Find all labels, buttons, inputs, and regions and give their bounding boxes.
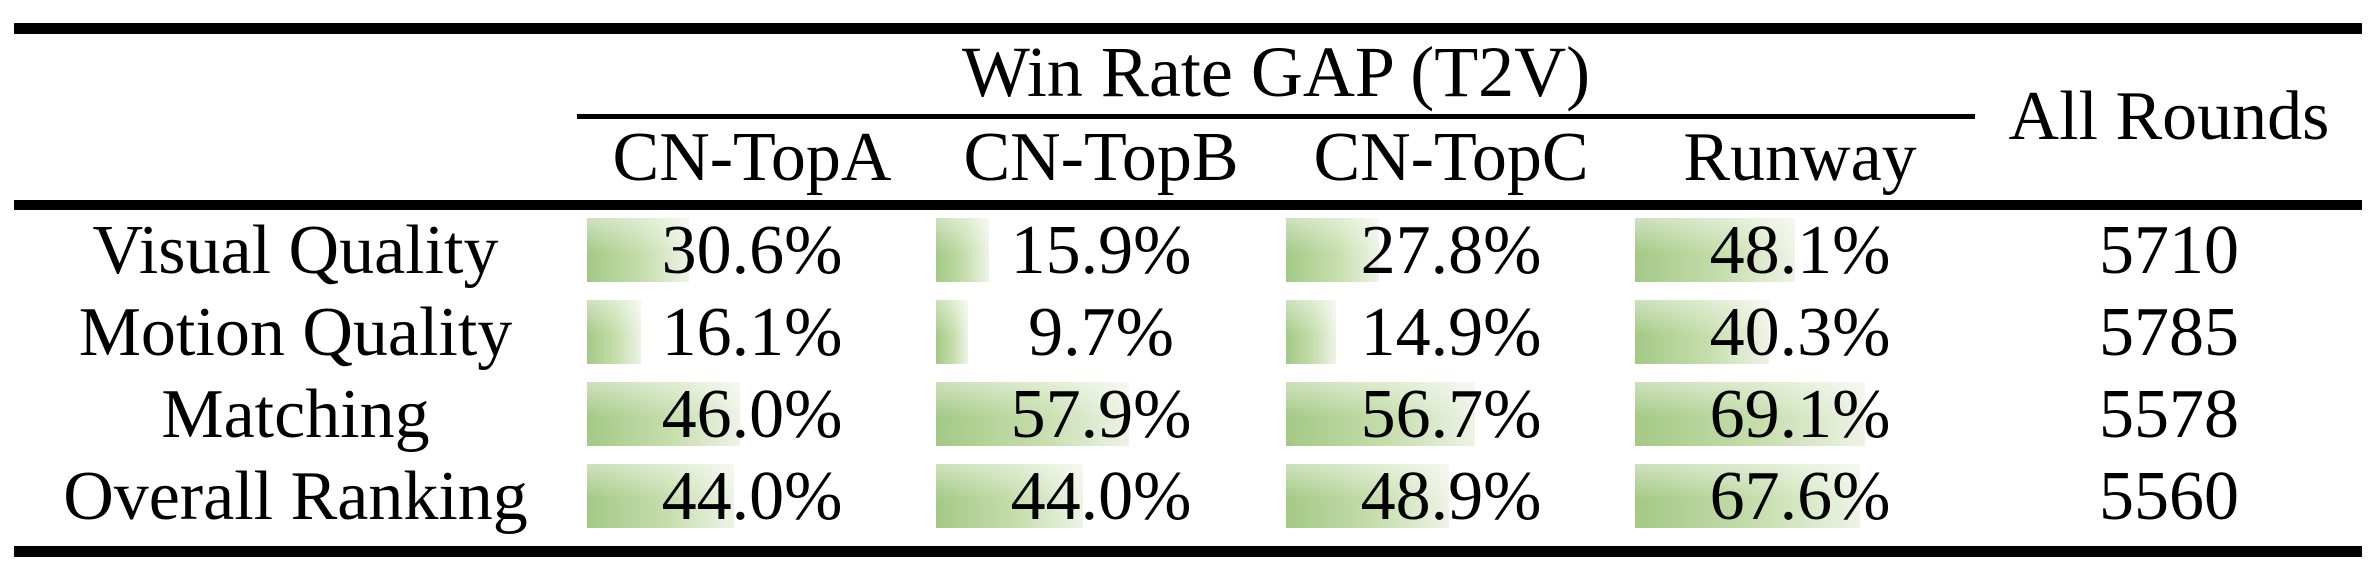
row-label: Visual Quality — [92, 212, 499, 289]
column-header-cn-topc: CN-TopC — [1313, 119, 1589, 196]
winrate-value: 48.9% — [1360, 458, 1542, 535]
winrate-data-bar — [936, 218, 989, 282]
all-rounds-value: 5560 — [2099, 458, 2239, 535]
winrate-data-bar — [1635, 382, 1866, 446]
winrate-cell: 56.7% — [1276, 374, 1626, 456]
column-header-all-rounds: All Rounds — [2008, 78, 2330, 155]
winrate-data-bar — [936, 382, 1129, 446]
winrate-value: 16.1% — [661, 294, 843, 371]
column-header-cn-topa: CN-TopA — [612, 119, 892, 196]
winrate-data-bar — [1286, 382, 1475, 446]
table-row-motion-quality: Motion Quality 16.1% 9.7% 14.9% 40.3% 57… — [0, 292, 2376, 374]
winrate-value: 40.3% — [1709, 294, 1891, 371]
winrate-data-bar — [1635, 464, 1861, 528]
winrate-cell: 15.9% — [926, 210, 1276, 292]
all-rounds-value: 5785 — [2099, 294, 2239, 371]
winrate-value: 46.0% — [661, 376, 843, 453]
row-label: Motion Quality — [78, 294, 513, 371]
winrate-value: 27.8% — [1360, 212, 1542, 289]
winrate-cell: 9.7% — [926, 292, 1276, 374]
winrate-data-bar — [936, 464, 1083, 528]
winrate-value: 14.9% — [1360, 294, 1542, 371]
winrate-cell: 16.1% — [577, 292, 927, 374]
column-header-cn-topb: CN-TopB — [963, 119, 1239, 196]
winrate-cell: 46.0% — [577, 374, 927, 456]
group-header-underline-rule — [577, 114, 1975, 119]
winrate-data-bar — [1286, 218, 1379, 282]
winrate-cell: 44.0% — [577, 456, 927, 538]
winrate-value: 44.0% — [1010, 458, 1192, 535]
winrate-value: 44.0% — [661, 458, 843, 535]
winrate-data-bar — [1635, 218, 1796, 282]
winrate-cell: 48.1% — [1625, 210, 1975, 292]
winrate-cell: 44.0% — [926, 456, 1276, 538]
row-label: Matching — [161, 376, 430, 453]
winrate-cell: 48.9% — [1276, 456, 1626, 538]
column-header-runway: Runway — [1683, 119, 1917, 196]
winrate-value: 67.6% — [1709, 458, 1891, 535]
winrate-cell: 69.1% — [1625, 374, 1975, 456]
winrate-value: 56.7% — [1360, 376, 1542, 453]
winrate-value: 15.9% — [1010, 212, 1192, 289]
winrate-data-bar — [587, 382, 741, 446]
winrate-value: 48.1% — [1709, 212, 1891, 289]
winrate-data-bar — [587, 218, 689, 282]
winrate-data-bar — [936, 300, 969, 364]
table-top-rule — [14, 23, 2362, 34]
all-rounds-value: 5578 — [2099, 376, 2239, 453]
winrate-data-bar — [587, 300, 641, 364]
winrate-value: 57.9% — [1010, 376, 1192, 453]
winrate-cell: 40.3% — [1625, 292, 1975, 374]
winrate-value: 9.7% — [1028, 294, 1174, 371]
winrate-cell: 67.6% — [1625, 456, 1975, 538]
winrate-cell: 14.9% — [1276, 292, 1626, 374]
winrate-value: 30.6% — [661, 212, 843, 289]
all-rounds-value: 5710 — [2099, 212, 2239, 289]
winrate-value: 69.1% — [1709, 376, 1891, 453]
table-row-overall-ranking: Overall Ranking 44.0% 44.0% 48.9% 67.6% … — [0, 456, 2376, 538]
winrate-cell: 57.9% — [926, 374, 1276, 456]
winrate-cell: 27.8% — [1276, 210, 1626, 292]
table-row-matching: Matching 46.0% 57.9% 56.7% 69.1% 5578 — [0, 374, 2376, 456]
winrate-data-bar — [1286, 464, 1449, 528]
header-separator-rule — [14, 200, 2362, 210]
winrate-data-bar — [587, 464, 734, 528]
table-bottom-rule — [14, 546, 2362, 557]
winrate-data-bar — [1286, 300, 1336, 364]
winrate-cell: 30.6% — [577, 210, 927, 292]
group-header-win-rate-gap: Win Rate GAP (T2V) — [961, 32, 1591, 112]
table-row-visual-quality: Visual Quality 30.6% 15.9% 27.8% 48.1% 5… — [0, 210, 2376, 292]
row-label: Overall Ranking — [63, 458, 528, 535]
winrate-data-bar — [1635, 300, 1770, 364]
